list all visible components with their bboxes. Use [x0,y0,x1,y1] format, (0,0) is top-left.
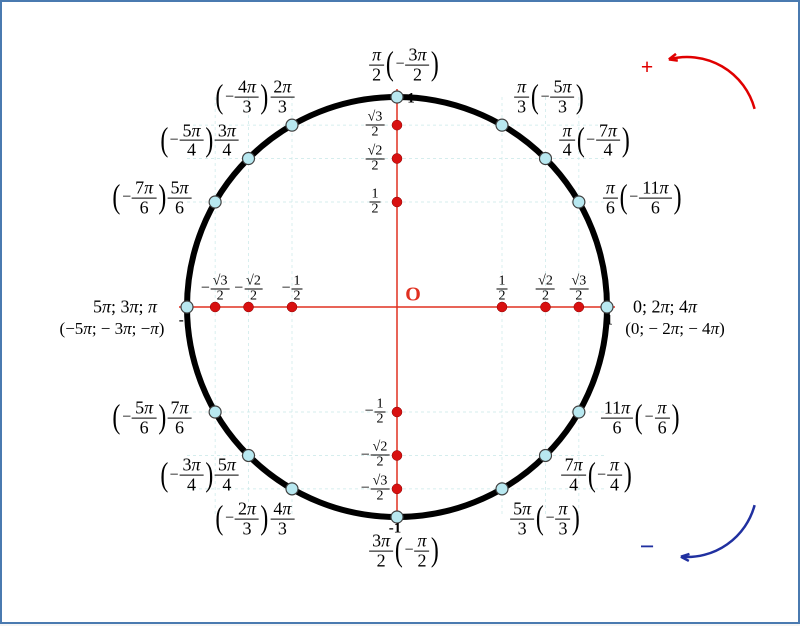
angle-0: 0; 2π; 4π [633,297,697,318]
y-axis-marker: −√32 [361,474,390,503]
x-axis-marker: √22 [536,275,555,304]
angle-30: π6(−11π6) [603,179,683,218]
x-axis-marker: −√22 [234,275,263,304]
y-axis-marker: √22 [366,144,385,173]
x-axis-marker: −12 [281,275,302,304]
angle-240: (−2π3)4π3 [214,499,295,538]
x-pos-1: 1 [605,313,613,330]
angle-45: π4(−7π4) [560,121,632,160]
angle-300: 5π3(−π3) [510,499,582,538]
angle-0-neg: (0; − 2π; − 4π) [625,319,725,339]
angle-210: (−5π6)7π6 [111,399,192,438]
angle-315: 7π4(−π4) [562,456,634,495]
x-axis-marker: √32 [570,275,589,304]
angle-180: 5π; 3π; π [93,297,157,318]
y-pos-1: 1 [407,91,415,108]
angle-135: (−5π4)3π4 [158,121,239,160]
angle-60: π3(−5π3) [514,78,586,117]
y-axis-marker: 12 [370,188,381,217]
x-neg-1: -1 [179,313,192,330]
y-axis-marker: −√22 [361,441,390,470]
angle-270: 3π2(−π2) [369,532,441,571]
y-axis-marker: √32 [366,111,385,140]
angle-150: (−7π6)5π6 [111,179,192,218]
minus-symbol: − [640,532,655,562]
y-axis-marker: −12 [364,398,385,427]
origin-label: O [405,284,421,307]
x-axis-marker: −√32 [201,275,230,304]
x-axis-marker: 12 [497,275,508,304]
angle-330: 11π6(−π6) [601,399,681,438]
angle-180-neg: (−5π; − 3π; −π) [60,319,165,339]
angle-225: (−3π4)5π4 [158,456,239,495]
angle-90: π2(−3π2) [369,46,441,85]
angle-120: (−4π3)2π3 [214,78,295,117]
plus-symbol: + [641,54,654,80]
